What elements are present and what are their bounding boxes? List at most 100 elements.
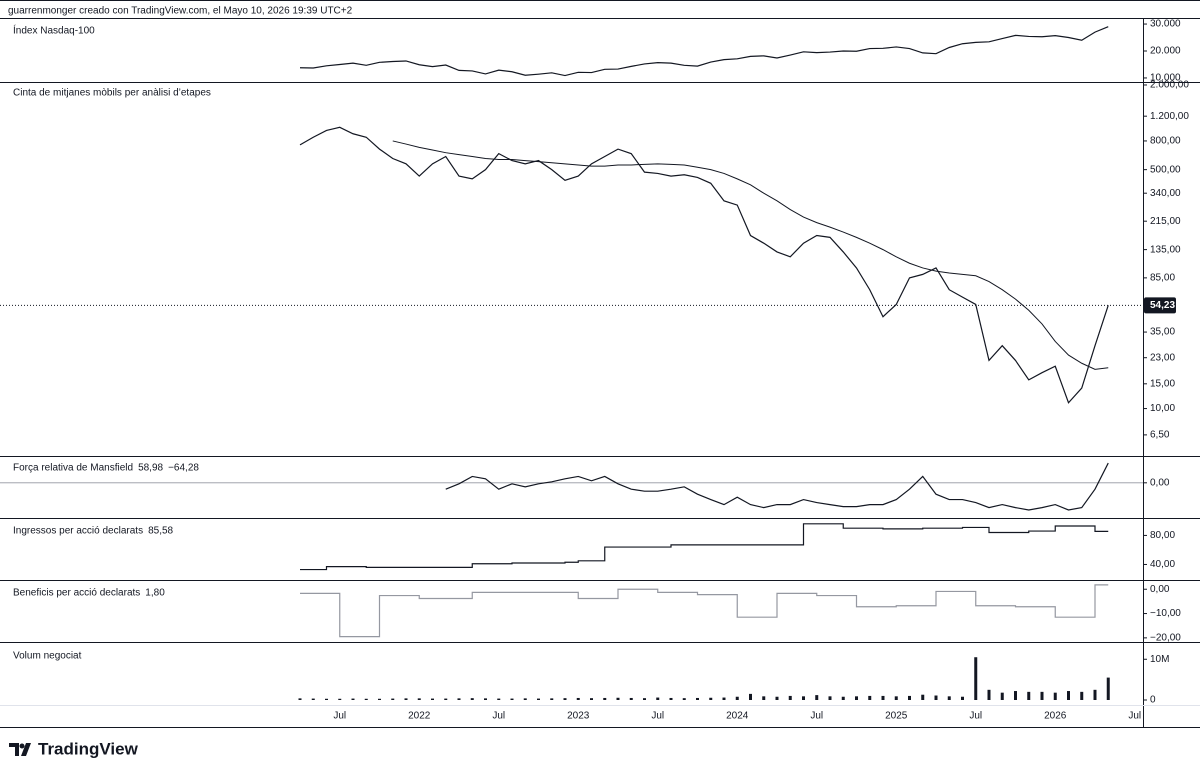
volume-bar: [603, 697, 607, 700]
volume-bar: [921, 694, 925, 700]
y-tick-label: −20,00: [1150, 633, 1181, 644]
volume-bar: [417, 698, 421, 700]
legend-value: −64,28: [168, 463, 199, 474]
volume-bar: [934, 695, 938, 700]
volume-bar: [775, 696, 779, 700]
last-price-label: 54,23: [1150, 300, 1175, 311]
volume-bar: [762, 696, 766, 700]
volume-bar: [868, 695, 872, 700]
volume-bar: [298, 698, 302, 700]
volume-bar: [497, 698, 501, 700]
y-tick-label: 6,50: [1150, 430, 1170, 441]
x-tick-label: 2026: [1044, 711, 1067, 722]
pane-title: Índex Nasdaq-100: [13, 24, 95, 37]
volume-bar: [378, 698, 381, 700]
y-tick-label: −10,00: [1150, 608, 1181, 619]
x-tick-label: 2022: [408, 711, 431, 722]
y-tick-label: 1.200,00: [1150, 111, 1189, 122]
volume-bar: [457, 698, 461, 700]
volume-bar: [311, 698, 315, 700]
volume-bar: [431, 698, 434, 700]
x-tick-label: Jul: [651, 711, 664, 722]
x-tick-label: Jul: [810, 711, 823, 722]
volume-bar: [656, 697, 660, 700]
pane-title: Ingressos per acció declarats: [13, 526, 143, 537]
volume-bar: [1027, 691, 1031, 700]
series-line: [299, 26, 1109, 77]
volume-bar: [550, 698, 554, 700]
volume-bar: [1067, 691, 1070, 700]
y-tick-label: 135,00: [1150, 244, 1181, 255]
volume-bar: [722, 697, 726, 700]
volume-bar: [404, 698, 408, 700]
volume-bar: [696, 697, 699, 700]
volume-bar: [974, 657, 978, 700]
volume-bar: [590, 698, 593, 700]
volume-bar: [682, 698, 686, 700]
y-tick-label: 35,00: [1150, 327, 1175, 338]
pane-title: Volum negociat: [13, 651, 82, 662]
y-tick-label: 0,00: [1150, 477, 1170, 488]
series-line: [445, 462, 1109, 511]
footer-brand: TradingView: [38, 739, 139, 758]
y-tick-label: 0: [1150, 695, 1156, 706]
volume-bar: [338, 698, 342, 700]
volume-bar: [855, 696, 858, 700]
y-tick-label: 10,00: [1150, 403, 1175, 414]
x-tick-label: 2024: [726, 711, 749, 722]
y-tick-label: 340,00: [1150, 188, 1181, 199]
x-tick-label: Jul: [333, 711, 346, 722]
volume-bar: [1000, 692, 1004, 700]
volume-bar: [351, 698, 355, 700]
volume-bar: [987, 689, 991, 700]
volume-bar: [961, 696, 964, 700]
volume-bar: [1093, 689, 1097, 700]
header: guarrenmonger creado con TradingView.com…: [8, 6, 353, 17]
tradingview-logo: [9, 743, 31, 756]
volume-bar: [325, 698, 328, 700]
volume-bar: [1080, 691, 1084, 700]
volume-bar: [947, 696, 951, 700]
volume-bar: [1040, 691, 1044, 700]
x-tick-label: Jul: [969, 711, 982, 722]
y-tick-label: 10M: [1150, 654, 1169, 665]
volume-bar: [576, 697, 580, 700]
y-tick-label: 800,00: [1150, 136, 1181, 147]
volume-bar: [616, 697, 620, 700]
volume-bar: [537, 698, 540, 700]
volume-bar: [881, 695, 885, 700]
volume-bar: [629, 697, 633, 700]
volume-bar: [828, 696, 832, 700]
y-tick-label: 80,00: [1150, 530, 1175, 541]
volume-bar: [749, 693, 752, 700]
y-tick-label: 20.000: [1150, 46, 1181, 57]
y-tick-label: 2.000,00: [1150, 80, 1189, 91]
pane-title: Beneficis per acció declarats: [13, 588, 140, 599]
series-line: [299, 126, 1109, 404]
volume-bar: [563, 698, 567, 700]
volume-bar: [643, 698, 646, 700]
x-tick-label: 2025: [885, 711, 908, 722]
series-line: [392, 140, 1109, 370]
y-tick-label: 23,00: [1150, 352, 1175, 363]
y-tick-label: 10.000: [1150, 73, 1181, 84]
volume-bar: [1106, 677, 1110, 700]
y-tick-label: 40,00: [1150, 559, 1175, 570]
volume-bar: [510, 698, 514, 700]
volume-bar: [444, 698, 448, 700]
volume-bar: [841, 696, 845, 700]
legend-value: 85,58: [148, 526, 173, 537]
volume-bar: [484, 698, 487, 700]
volume-bar: [364, 698, 368, 700]
step-line: [300, 584, 1109, 638]
volume-bar: [1053, 692, 1057, 700]
pane-title: Força relativa de Mansfield: [13, 463, 133, 474]
y-tick-label: 215,00: [1150, 216, 1181, 227]
volume-bar: [908, 695, 911, 700]
volume-bar: [735, 696, 739, 700]
volume-bar: [470, 698, 474, 700]
last-price-tag: [1144, 297, 1176, 314]
x-tick-label: 2023: [567, 711, 590, 722]
y-tick-label: 500,00: [1150, 164, 1181, 175]
volume-bar: [1014, 691, 1017, 700]
